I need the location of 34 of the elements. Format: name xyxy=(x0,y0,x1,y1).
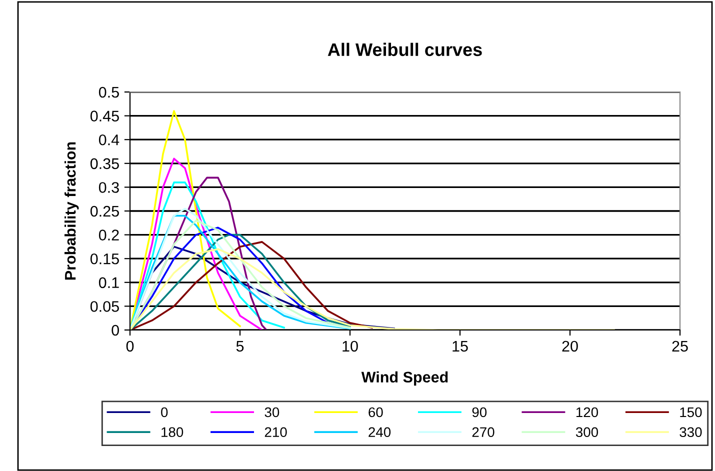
x-tick-label: 15 xyxy=(452,340,468,352)
legend-label: 120 xyxy=(576,407,598,418)
y-tick-label: 0.35 xyxy=(90,158,119,170)
chart-title: All Weibull curves xyxy=(328,42,482,56)
line-series xyxy=(130,110,241,330)
y-axis-title: Probability fraction xyxy=(64,142,79,280)
y-tick-label: 0 xyxy=(112,324,119,336)
legend-label: 270 xyxy=(472,427,494,438)
x-tick-label: 20 xyxy=(562,340,578,352)
legend-label: 0 xyxy=(161,407,168,418)
legend-label: 210 xyxy=(264,427,287,438)
legend-label: 180 xyxy=(162,427,184,438)
line-series xyxy=(130,248,615,330)
legend-label: 30 xyxy=(264,407,280,418)
legend-label: 150 xyxy=(680,407,702,418)
x-tick-label: 5 xyxy=(236,340,244,352)
y-tick-label: 0.25 xyxy=(90,206,119,217)
legend-label: 330 xyxy=(680,427,702,438)
y-tick-label: 0.1 xyxy=(98,277,119,288)
legend-label: 90 xyxy=(472,407,487,418)
legend-label: 240 xyxy=(368,427,391,438)
x-axis-title: Wind Speed xyxy=(361,371,448,386)
y-tick-label: 0.4 xyxy=(98,134,120,146)
y-tick-label: 0.45 xyxy=(90,110,119,122)
y-tick-label: 0.5 xyxy=(98,86,119,98)
y-tick-label: 0.2 xyxy=(98,230,119,240)
legend-label: 300 xyxy=(576,427,598,438)
y-tick-label: 0.15 xyxy=(90,253,119,264)
y-tick-label: 0.3 xyxy=(98,182,119,193)
x-tick-label: 0 xyxy=(126,340,134,352)
y-tick-label: 0.05 xyxy=(90,301,119,312)
x-tick-label: 25 xyxy=(672,340,688,352)
legend-label: 60 xyxy=(368,407,383,418)
x-tick-label: 10 xyxy=(342,340,358,352)
